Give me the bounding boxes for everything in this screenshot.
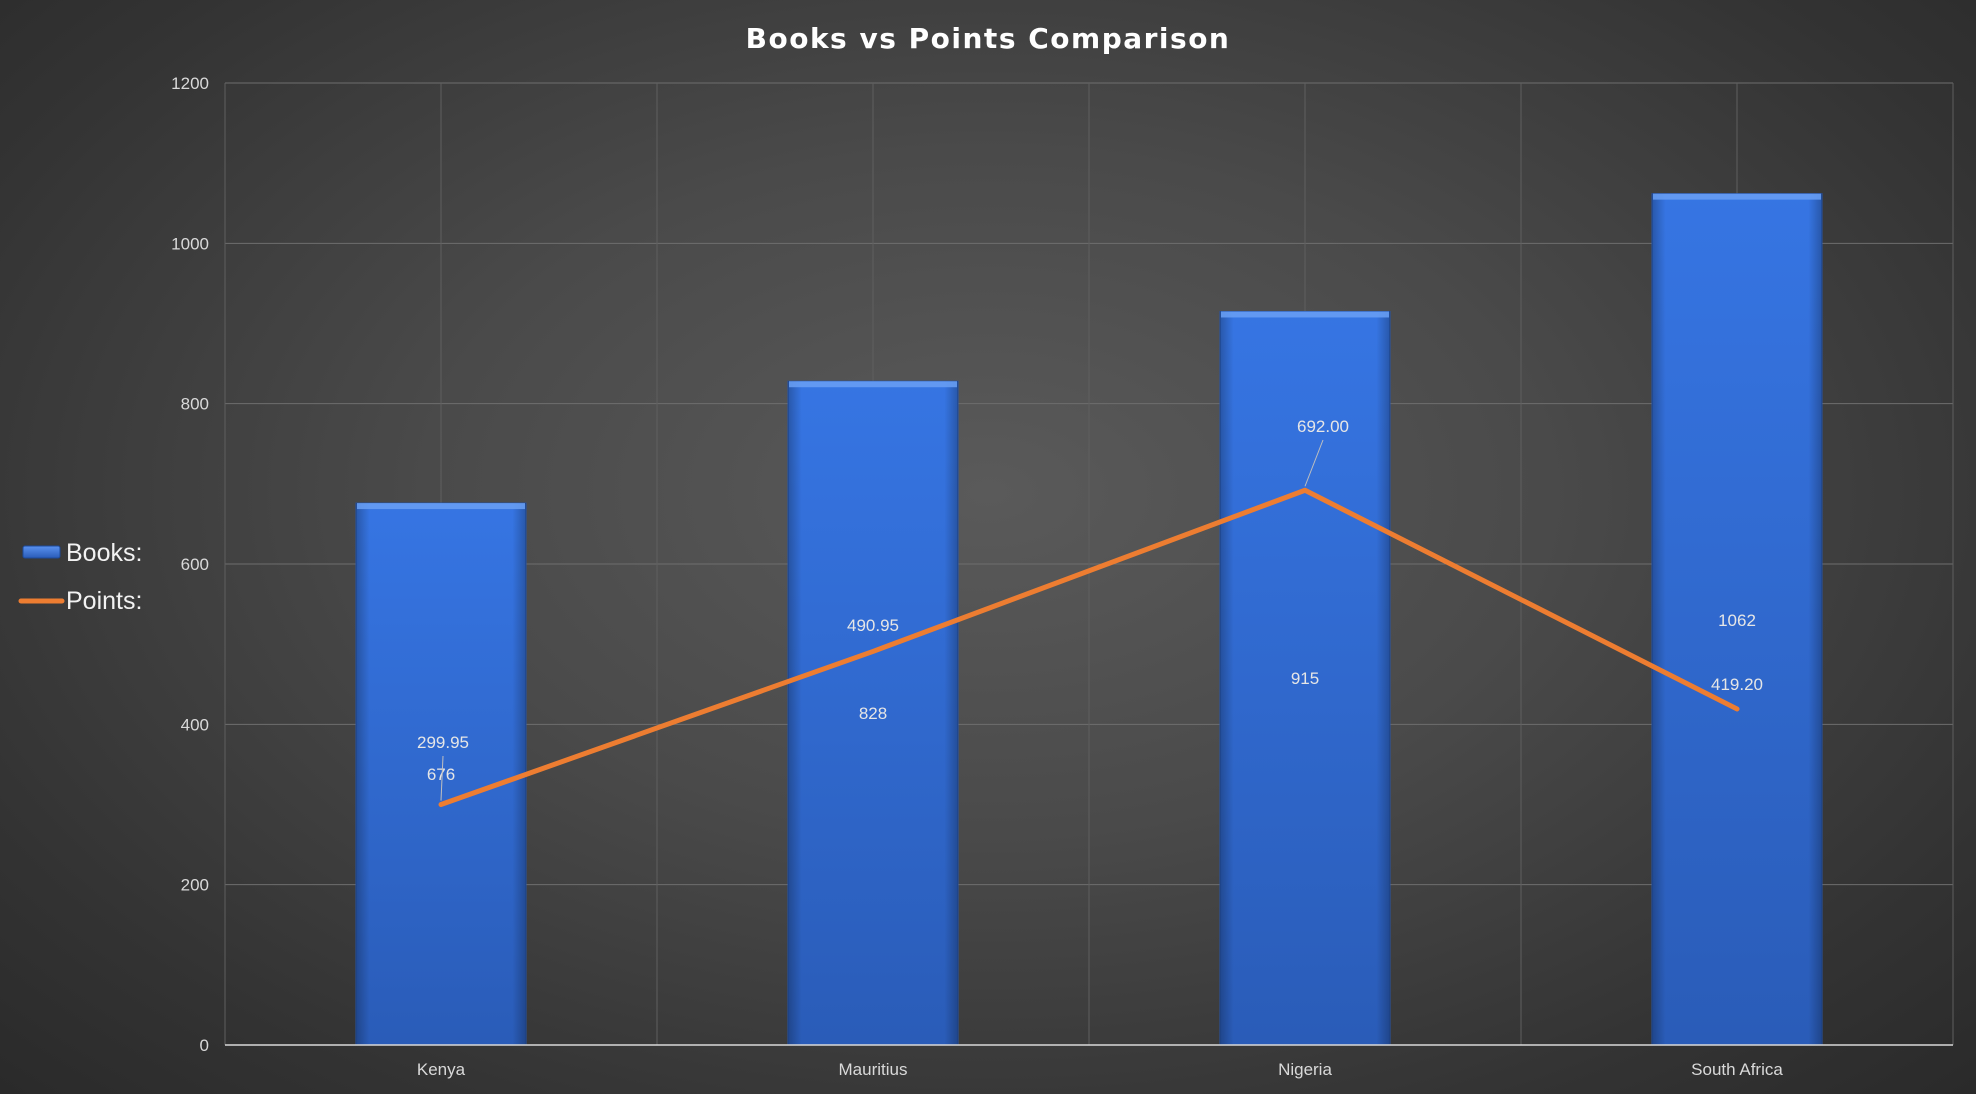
bar-bevel-2 [1221, 311, 1389, 318]
x-category-label-1: Mauritius [839, 1060, 908, 1079]
books-data-label-3: 1062 [1718, 611, 1756, 630]
books-data-label-0: 676 [427, 765, 455, 784]
bar-shading-1 [788, 381, 958, 1046]
bar-bevel-3 [1653, 193, 1821, 200]
books-data-label-2: 915 [1291, 669, 1319, 688]
y-tick-label-800: 800 [181, 395, 209, 414]
books-bars [355, 193, 1823, 1046]
points-marker-1 [871, 649, 875, 653]
y-tick-label-400: 400 [181, 715, 209, 734]
bar-bevel-0 [357, 503, 525, 510]
bar-shading-0 [356, 503, 526, 1045]
legend-points-label: Points: [66, 587, 142, 615]
x-category-label-0: Kenya [417, 1060, 466, 1079]
books-data-label-1: 828 [859, 704, 887, 723]
points-series-line [438, 487, 1740, 808]
points-marker-2 [1303, 488, 1307, 492]
data-labels: 676 828 915 1062 299.95 490.95 692.00 419.20 [417, 417, 1763, 801]
y-tick-label-1200: 1200 [171, 74, 209, 93]
chart-title: Books vs Points Comparison [746, 22, 1231, 55]
points-data-label-1: 490.95 [847, 616, 899, 635]
points-data-label-2: 692.00 [1297, 417, 1349, 436]
bar-shading-2 [1220, 311, 1390, 1046]
points-marker-0 [439, 803, 443, 807]
y-tick-label-200: 200 [181, 876, 209, 895]
points-line [438, 487, 1740, 808]
bar-bevel-1 [789, 381, 957, 388]
y-tick-label-0: 0 [200, 1036, 209, 1055]
y-tick-label-1000: 1000 [171, 234, 209, 253]
points-leader-line-0 [440, 755, 444, 801]
bar-shading-3 [1652, 193, 1822, 1045]
points-leader-line-2 [1304, 439, 1324, 487]
points-data-label-0: 299.95 [417, 733, 469, 752]
legend-books-swatch [22, 545, 61, 559]
x-category-label-3: South Africa [1691, 1060, 1783, 1079]
axes: 0 200 400 600 800 1000 1200 Kenya Mauritius Niger… [171, 74, 1953, 1079]
x-category-label-2: Nigeria [1278, 1060, 1332, 1079]
legend-books-label: Books: [66, 539, 142, 567]
points-marker-3 [1735, 707, 1739, 711]
points-data-label-3: 419.20 [1711, 675, 1763, 694]
legend: Books: Points: [18, 539, 142, 615]
y-tick-label-600: 600 [181, 555, 209, 574]
